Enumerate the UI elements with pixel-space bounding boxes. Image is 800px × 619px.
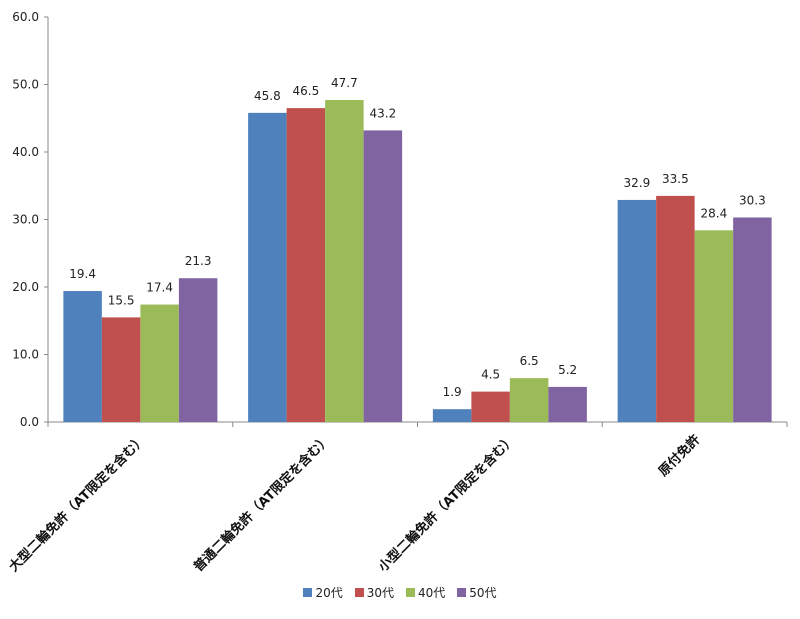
legend-item: 30代 xyxy=(354,584,394,601)
bar xyxy=(140,304,179,422)
legend-swatch xyxy=(303,588,313,597)
data-label: 33.5 xyxy=(662,172,689,186)
bar xyxy=(694,230,734,422)
legend-swatch xyxy=(406,588,415,597)
bar xyxy=(178,278,218,422)
y-tick-label: 40.0 xyxy=(12,145,39,159)
data-label: 46.5 xyxy=(293,84,320,98)
data-label: 6.5 xyxy=(520,354,539,368)
y-tick-label: 60.0 xyxy=(12,10,39,24)
bar xyxy=(733,217,772,422)
legend-swatch xyxy=(354,588,364,597)
y-tick-label: 50.0 xyxy=(12,78,39,92)
category-label: 小型二輪免許（AT限定を含む） xyxy=(375,432,518,575)
data-labels: 19.4 15.5 17.4 21.3 45.8 46.5 47.7 43.2 1.9 4.5 6.… xyxy=(69,76,765,399)
bar xyxy=(248,112,287,422)
data-label: 28.4 xyxy=(701,206,728,220)
data-label: 47.7 xyxy=(331,76,358,90)
data-label: 30.3 xyxy=(739,193,766,207)
bar xyxy=(656,195,695,422)
bar xyxy=(471,391,510,422)
data-label: 17.4 xyxy=(146,281,173,295)
legend-label: 20代 xyxy=(315,586,343,600)
data-label: 21.3 xyxy=(185,254,212,268)
bar xyxy=(363,130,403,422)
data-label: 19.4 xyxy=(69,267,96,281)
bars xyxy=(63,100,772,423)
y-tick-label: 10.0 xyxy=(12,348,39,362)
legend-item: 50代 xyxy=(457,584,497,601)
category-label: 普通二輪免許（AT限定を含む） xyxy=(190,432,333,575)
legend-item: 20代 xyxy=(303,584,343,601)
bar xyxy=(63,291,102,422)
bar-chart: 0.0 10.0 20.0 30.0 40.0 50.0 60.0 19.4 15.5 17.4… xyxy=(6,10,788,575)
legend-swatch xyxy=(457,588,467,597)
data-label: 1.9 xyxy=(443,385,462,399)
bar xyxy=(509,378,549,422)
y-tick-label: 20.0 xyxy=(12,280,39,294)
data-label: 45.8 xyxy=(254,89,281,103)
data-label: 4.5 xyxy=(481,368,500,382)
legend-label: 40代 xyxy=(418,586,446,600)
data-label: 5.2 xyxy=(558,363,577,377)
category-label: 原付免許 xyxy=(655,432,703,480)
bar xyxy=(325,100,364,423)
data-label: 43.2 xyxy=(370,106,397,120)
data-label: 32.9 xyxy=(624,176,651,190)
legend: 20代 30代 40代 50代 xyxy=(0,584,800,601)
y-tick-label: 30.0 xyxy=(12,213,39,227)
bar xyxy=(548,386,587,422)
y-tick-label: 0.0 xyxy=(20,415,39,429)
category-label: 大型二輪免許（AT限定を含む） xyxy=(6,432,149,575)
category-labels: 大型二輪免許（AT限定を含む） 普通二輪免許（AT限定を含む） 小型二輪免許（AT限… xyxy=(6,432,704,575)
legend-item: 40代 xyxy=(406,584,445,601)
legend-label: 50代 xyxy=(469,586,497,600)
bar xyxy=(432,409,472,422)
bar xyxy=(286,108,326,422)
bar xyxy=(617,199,657,422)
legend-label: 30代 xyxy=(366,586,394,600)
bar xyxy=(101,317,141,422)
data-label: 15.5 xyxy=(108,293,135,307)
